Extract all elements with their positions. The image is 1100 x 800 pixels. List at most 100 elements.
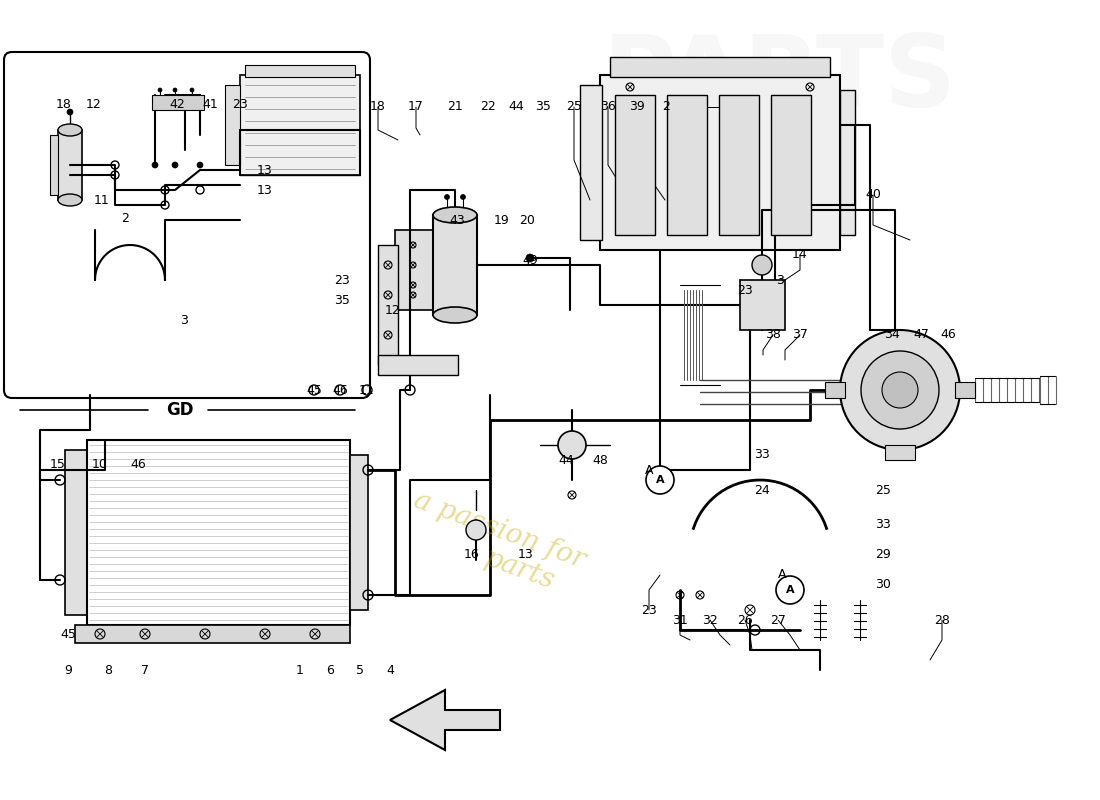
Bar	[886, 445, 915, 460]
Text: 9: 9	[64, 663, 72, 677]
Ellipse shape	[58, 194, 82, 206]
Text: 27: 27	[770, 614, 785, 626]
Text: 4: 4	[386, 663, 394, 677]
Text: 33: 33	[755, 449, 770, 462]
Text: 3: 3	[180, 314, 188, 326]
Text: 34: 34	[884, 329, 900, 342]
Bar	[610, 57, 830, 77]
Text: 13: 13	[257, 183, 273, 197]
Text: 16: 16	[464, 549, 480, 562]
Text: 3: 3	[777, 274, 784, 286]
Bar	[226, 85, 240, 165]
Text: 15: 15	[51, 458, 66, 471]
Text: 36: 36	[601, 101, 616, 114]
Text: 5: 5	[356, 663, 364, 677]
Circle shape	[776, 576, 804, 604]
Bar	[600, 75, 840, 250]
Bar	[771, 95, 811, 235]
Text: 23: 23	[737, 283, 752, 297]
Text: 25: 25	[566, 101, 582, 114]
Circle shape	[466, 520, 486, 540]
Text: 26: 26	[737, 614, 752, 626]
Bar	[740, 280, 785, 330]
Text: 48: 48	[592, 454, 608, 466]
Text: 43: 43	[449, 214, 465, 226]
Circle shape	[840, 330, 960, 450]
Text: 33: 33	[876, 518, 891, 531]
Text: 20: 20	[519, 214, 535, 226]
Bar	[245, 65, 355, 77]
Circle shape	[461, 194, 465, 199]
Circle shape	[197, 162, 204, 168]
Text: 1: 1	[296, 663, 304, 677]
Text: 37: 37	[792, 329, 807, 342]
Text: 7: 7	[141, 663, 149, 677]
Text: 44: 44	[558, 454, 574, 466]
Text: 39: 39	[629, 101, 645, 114]
Bar	[580, 85, 602, 240]
Text: 8: 8	[104, 663, 112, 677]
Bar	[840, 90, 855, 235]
Text: 45: 45	[306, 383, 322, 397]
Text: 49: 49	[522, 254, 538, 266]
Bar	[58, 130, 82, 200]
Text: 21: 21	[447, 101, 463, 114]
Text: 23: 23	[232, 98, 248, 111]
Text: 10: 10	[92, 458, 108, 471]
Bar	[825, 382, 845, 398]
Text: 22: 22	[480, 101, 496, 114]
Text: A: A	[785, 585, 794, 595]
Circle shape	[67, 109, 73, 115]
Bar	[87, 440, 350, 625]
Text: 14: 14	[792, 249, 807, 262]
Circle shape	[558, 431, 586, 459]
Text: 17: 17	[408, 101, 424, 114]
Bar	[50, 135, 58, 195]
Circle shape	[172, 162, 178, 168]
Text: A: A	[645, 463, 653, 477]
Text: 23: 23	[641, 603, 657, 617]
Text: 12: 12	[385, 303, 400, 317]
Circle shape	[526, 254, 534, 262]
Text: 35: 35	[535, 101, 551, 114]
Circle shape	[173, 88, 177, 92]
Bar	[719, 95, 759, 235]
Text: 30: 30	[876, 578, 891, 591]
Text: 41: 41	[202, 98, 218, 111]
Text: 13: 13	[257, 163, 273, 177]
Circle shape	[152, 162, 158, 168]
Bar	[615, 95, 654, 235]
Text: 2: 2	[121, 211, 129, 225]
Text: 45: 45	[60, 629, 76, 642]
Ellipse shape	[433, 207, 477, 223]
Text: 31: 31	[672, 614, 688, 626]
Text: 18: 18	[370, 101, 386, 114]
Text: parts: parts	[481, 545, 559, 595]
Circle shape	[158, 88, 162, 92]
Text: 23: 23	[334, 274, 350, 286]
Text: PARTS: PARTS	[603, 31, 957, 129]
Text: a passion for: a passion for	[410, 486, 590, 574]
Text: 46: 46	[940, 329, 956, 342]
Text: 40: 40	[865, 189, 881, 202]
Bar	[378, 245, 398, 365]
Text: 11: 11	[95, 194, 110, 206]
Bar	[75, 625, 350, 643]
Bar	[240, 75, 360, 175]
Text: A: A	[778, 569, 786, 582]
Circle shape	[882, 372, 918, 408]
Bar	[378, 355, 458, 375]
Text: 47: 47	[913, 329, 928, 342]
Bar	[433, 215, 477, 315]
Text: 29: 29	[876, 549, 891, 562]
FancyBboxPatch shape	[4, 52, 370, 398]
Text: A: A	[656, 475, 664, 485]
Text: 46: 46	[332, 383, 348, 397]
Text: 44: 44	[508, 101, 524, 114]
Text: 12: 12	[86, 98, 102, 111]
Text: 46: 46	[130, 458, 146, 471]
Text: 2: 2	[662, 101, 670, 114]
Circle shape	[861, 351, 939, 429]
Circle shape	[646, 466, 674, 494]
Text: 42: 42	[169, 98, 185, 111]
